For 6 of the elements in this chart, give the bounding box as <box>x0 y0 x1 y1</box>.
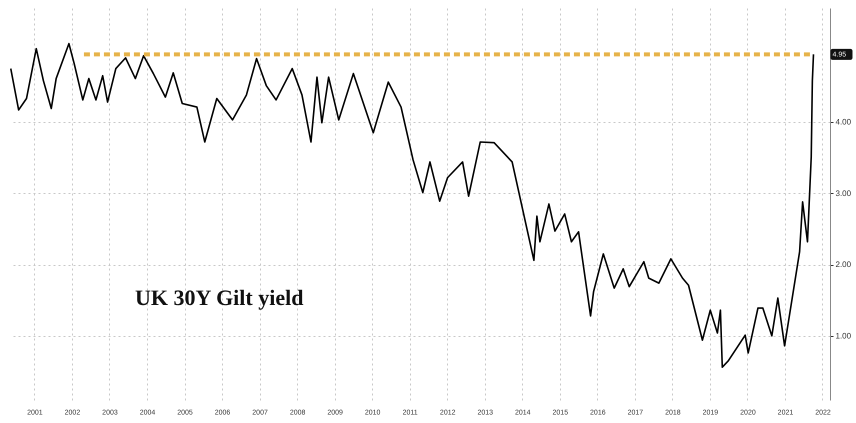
y-tick-label: 2.00 <box>836 260 852 270</box>
y-tick-label: 1.00 <box>836 331 852 340</box>
line-series <box>10 42 814 368</box>
annotation: UK 30Y Gilt yield <box>135 285 304 310</box>
y-tick-label: 4.00 <box>836 118 852 127</box>
y-tick-label: 3.00 <box>836 188 852 198</box>
